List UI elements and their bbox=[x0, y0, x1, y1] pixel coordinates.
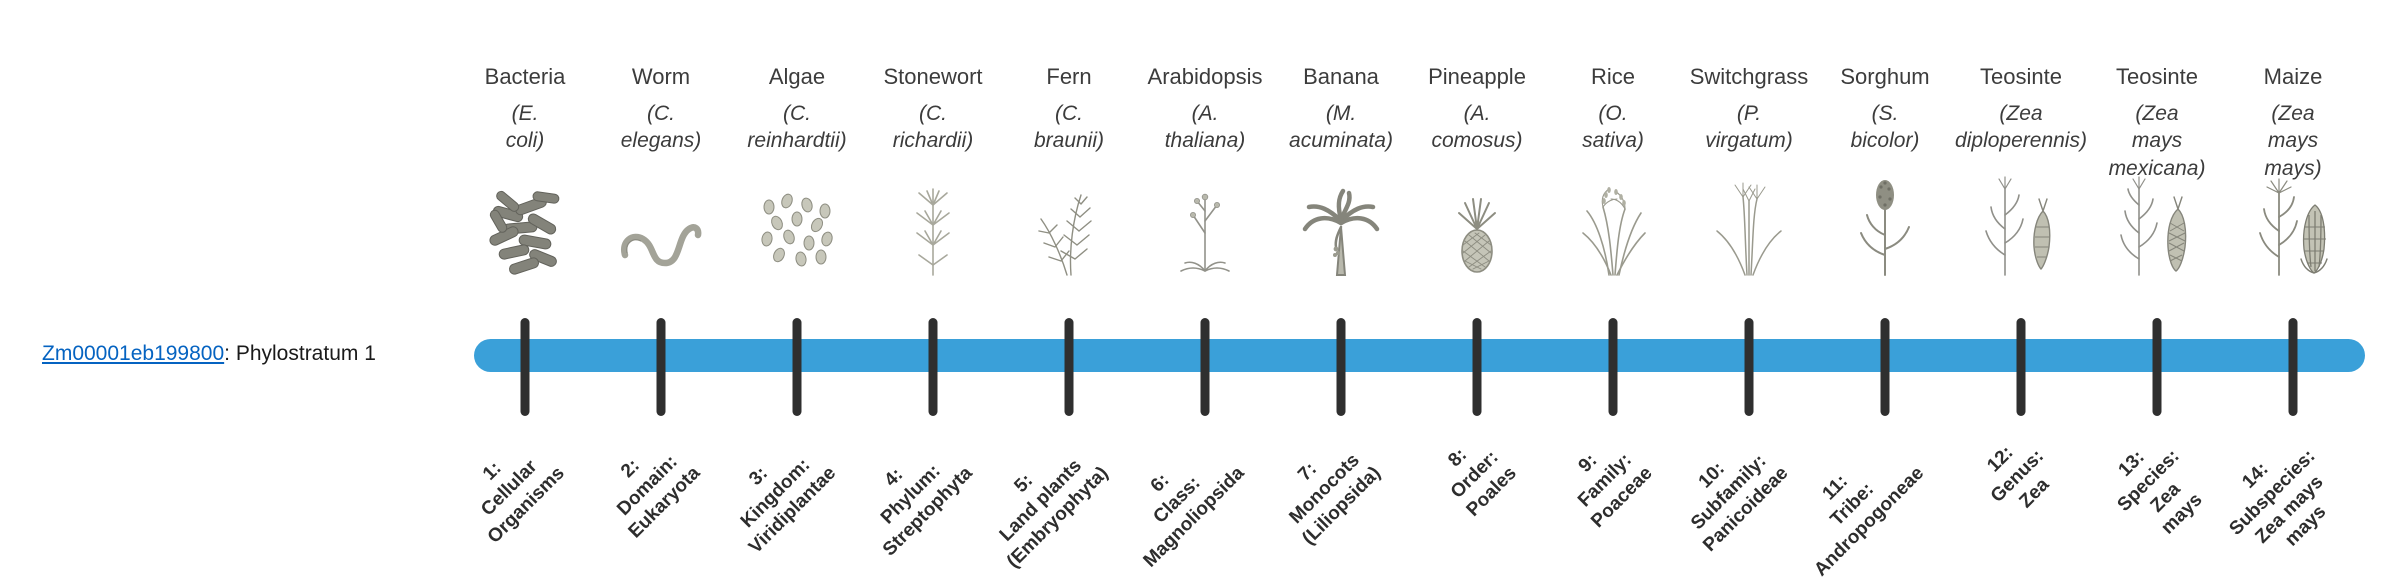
phylostratum-label: 8: Order: Poales bbox=[1444, 444, 1521, 521]
organism-common-name: Arabidopsis bbox=[1147, 64, 1263, 89]
organism-common-name: Stonewort bbox=[883, 64, 983, 89]
timeline-tick bbox=[1200, 318, 1210, 416]
timeline-tick bbox=[520, 318, 530, 416]
phylostratum-label: 7: Monocots (Liliopsida) bbox=[1284, 449, 1385, 549]
timeline-tick bbox=[1744, 318, 1754, 416]
organism-scientific-name: (C. reinhardtii) bbox=[747, 102, 847, 153]
bacteria-icon bbox=[473, 168, 577, 286]
organism-scientific-name: (E. coli) bbox=[505, 102, 545, 153]
organism-common-name: Switchgrass bbox=[1689, 64, 1809, 89]
phylostratum-label: 9: Family: Poaceae bbox=[1573, 449, 1657, 532]
phylostratum-label: 11: Tribe: Andropogoneae bbox=[1810, 462, 1929, 580]
pineapple-icon bbox=[1425, 168, 1529, 286]
phylostratum-label: 3: Kingdom: Viridiplantae bbox=[736, 454, 841, 558]
phylostratum-label: 6: Class: Magnoliopsida bbox=[1139, 462, 1249, 572]
phylostratum-label: 13: Species: Zea mays bbox=[2113, 445, 2207, 539]
organism-scientific-name: (A. comosus) bbox=[1431, 102, 1523, 153]
organism-common-name: Bacteria bbox=[484, 64, 566, 89]
algae-icon bbox=[745, 168, 849, 286]
organism-scientific-name: (Zea mays mexicana) bbox=[2108, 102, 2206, 180]
teosinte-icon bbox=[1969, 168, 2073, 286]
gene-label: Zm00001eb199800: Phylostratum 1 bbox=[42, 342, 376, 366]
organism-scientific-name: (P. virgatum) bbox=[1705, 102, 1793, 153]
timeline-tick bbox=[2016, 318, 2026, 416]
sorghum-icon bbox=[1833, 168, 1937, 286]
fern-icon bbox=[1017, 168, 1121, 286]
rice-icon bbox=[1561, 168, 1665, 286]
stonewort-icon bbox=[881, 168, 985, 286]
timeline-tick bbox=[2288, 318, 2298, 416]
organism-common-name: Pineapple bbox=[1428, 64, 1526, 89]
phylostratum-label: 12: Genus: Zea bbox=[1982, 442, 2053, 512]
phylostratum-label: 1: Cellular Organisms bbox=[476, 455, 569, 548]
phylostratum-label: 5: Land plants (Embryophyta) bbox=[995, 455, 1113, 572]
banana-icon bbox=[1289, 168, 1393, 286]
organism-scientific-name: (Zea diploperennis) bbox=[1955, 102, 2087, 153]
organism-scientific-name: (C. richardii) bbox=[892, 102, 974, 153]
organism-common-name: Teosinte bbox=[1980, 64, 2062, 89]
gene-id-link[interactable]: Zm00001eb199800 bbox=[42, 342, 225, 365]
organism-common-name: Algae bbox=[768, 64, 826, 89]
organism-common-name: Worm bbox=[631, 64, 691, 89]
arabidopsis-icon bbox=[1153, 168, 1257, 286]
organism-scientific-name: (C. elegans) bbox=[620, 102, 702, 153]
timeline-bar bbox=[474, 339, 2365, 372]
organism-scientific-name: (M. acuminata) bbox=[1289, 102, 1393, 153]
organism-scientific-name: (Zea mays mays) bbox=[2264, 102, 2322, 180]
maize-icon bbox=[2241, 168, 2345, 286]
phylostratum-label: 14: Subspecies: Zea mays mays bbox=[2225, 445, 2331, 551]
phylostratum-label: 2: Domain: Eukaryota bbox=[613, 451, 705, 543]
phylostratum-text: : Phylostratum 1 bbox=[224, 342, 376, 365]
organism-scientific-name: (C. braunii) bbox=[1033, 102, 1105, 153]
timeline-tick bbox=[1608, 318, 1618, 416]
organism-common-name: Banana bbox=[1303, 64, 1379, 89]
organism-common-name: Maize bbox=[2263, 64, 2323, 89]
organism-common-name: Fern bbox=[1046, 64, 1092, 89]
organism-scientific-name: (O. sativa) bbox=[1582, 102, 1644, 153]
phylostratum-label: 4: Phylum: Streptophyta bbox=[876, 460, 977, 561]
worm-icon bbox=[609, 168, 713, 286]
organism-scientific-name: (S. bicolor) bbox=[1850, 102, 1920, 153]
timeline-tick bbox=[1336, 318, 1346, 416]
timeline-tick bbox=[1064, 318, 1074, 416]
organism-common-name: Teosinte bbox=[2116, 64, 2198, 89]
timeline-tick bbox=[928, 318, 938, 416]
timeline-tick bbox=[1472, 318, 1482, 416]
organism-common-name: Sorghum bbox=[1840, 64, 1930, 89]
timeline-tick bbox=[2152, 318, 2162, 416]
timeline-tick bbox=[792, 318, 802, 416]
organism-scientific-name: (A. thaliana) bbox=[1164, 102, 1246, 153]
phylostratum-label: 10: Subfamily: Panicoideae bbox=[1686, 450, 1793, 556]
teosinte-mexicana-icon bbox=[2105, 168, 2209, 286]
organism-common-name: Rice bbox=[1590, 64, 1636, 89]
timeline-tick bbox=[1880, 318, 1890, 416]
timeline-tick bbox=[656, 318, 666, 416]
switchgrass-icon bbox=[1697, 168, 1801, 286]
